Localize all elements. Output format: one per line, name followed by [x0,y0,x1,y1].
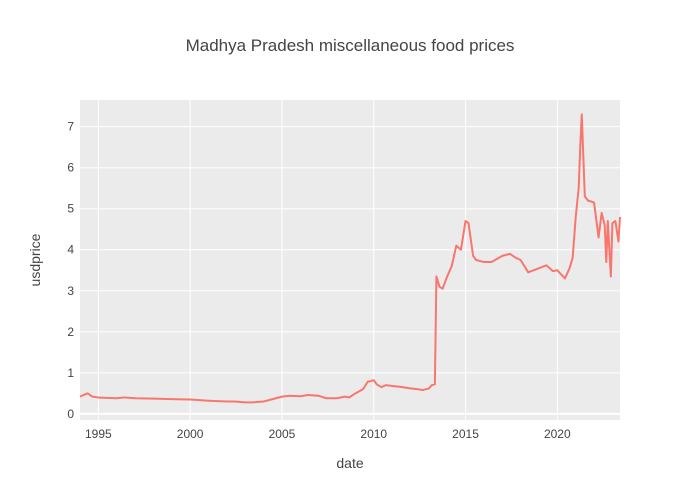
series-line [79,113,621,404]
y-axis-ticks: 0 1 2 3 4 5 6 7 [67,120,74,421]
chart-title: Madhya Pradesh miscellaneous food prices [186,36,515,55]
y-tick-label: 5 [67,202,74,216]
series-group [79,113,621,404]
y-tick-label: 4 [67,243,74,257]
x-tick-label: 2000 [177,427,204,441]
x-axis-title: date [336,455,363,471]
y-tick-label: 7 [67,120,74,134]
y-tick-label: 6 [67,161,74,175]
y-tick-label: 3 [67,284,74,298]
y-tick-label: 2 [67,325,74,339]
plot-background [80,100,620,420]
x-tick-label: 2005 [269,427,296,441]
x-tick-label: 2010 [360,427,387,441]
y-tick-label: 1 [67,366,74,380]
grid-lines [80,100,620,420]
y-axis-title: usdprice [27,233,43,286]
y-tick-label: 0 [67,407,74,421]
x-tick-label: 2015 [452,427,479,441]
x-tick-label: 2020 [544,427,571,441]
x-tick-label: 1995 [85,427,112,441]
x-axis-ticks: 1995 2000 2005 2010 2015 2020 [85,427,571,441]
